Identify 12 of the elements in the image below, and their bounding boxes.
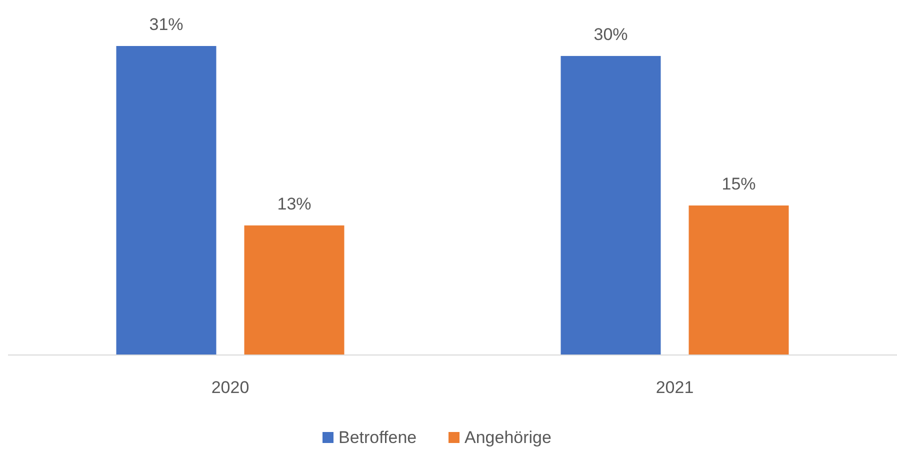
- bar: [116, 46, 216, 355]
- bar: [688, 205, 789, 355]
- data-label: 30%: [594, 24, 628, 44]
- data-label: 13%: [277, 194, 312, 214]
- bar: [560, 56, 661, 355]
- x-tick-label: 2020: [211, 378, 250, 397]
- bar: [244, 225, 344, 355]
- legend-label: Angehörige: [464, 428, 552, 447]
- data-label: 31%: [149, 15, 184, 34]
- data-label: 15%: [722, 174, 756, 194]
- x-tick-label: 2021: [656, 378, 694, 397]
- legend-label: Betroffene: [338, 428, 417, 447]
